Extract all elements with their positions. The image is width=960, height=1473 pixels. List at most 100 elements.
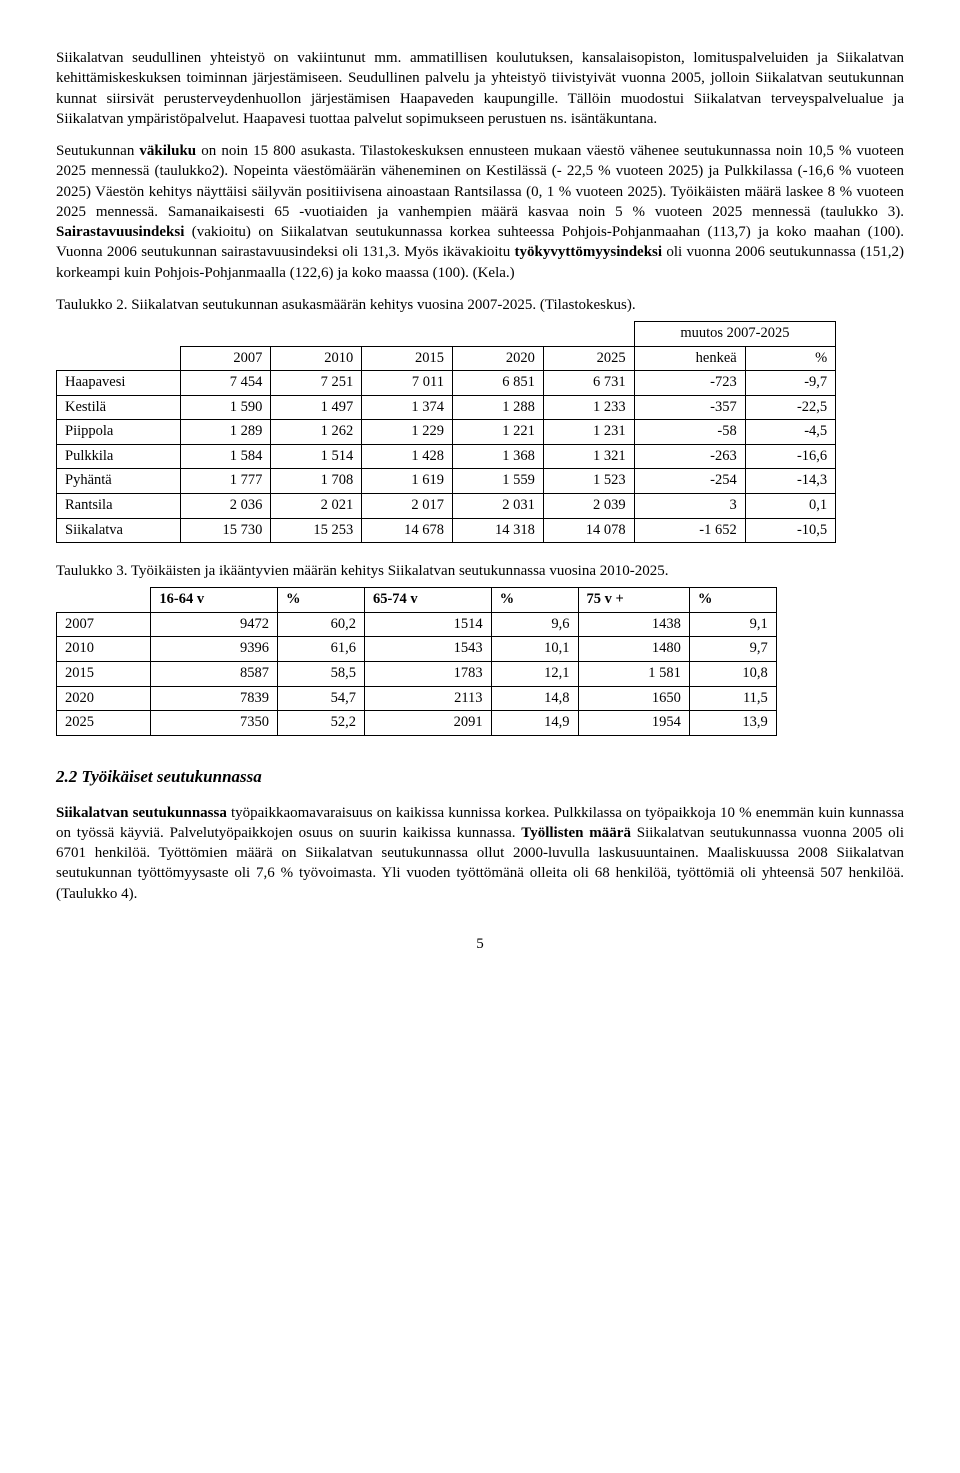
table2-col-2007: 2007 [180,346,271,371]
table2-cell: 15 253 [271,518,362,543]
table2-cell: 1 777 [180,469,271,494]
table2-cell: -254 [634,469,745,494]
table3-cell: 13,9 [689,711,776,736]
table2-cell: 1 514 [271,444,362,469]
table2-cell: -22,5 [745,395,835,420]
table3-year: 2025 [57,711,151,736]
table2-cell: 2 021 [271,493,362,518]
table2-cell: -58 [634,420,745,445]
table3-cell: 9,7 [689,637,776,662]
table2-cell: -723 [634,371,745,396]
table3-header: % [689,588,776,613]
p3-b2: Työllisten määrä [521,825,631,841]
table3-cell: 14,8 [491,686,578,711]
table3-cell: 9,1 [689,612,776,637]
table2-cell: -9,7 [745,371,835,396]
table2-rowname: Rantsila [57,493,181,518]
table2-cell: 1 368 [453,444,544,469]
table3-cell: 1514 [364,612,491,637]
p2-a1: Seutukunnan [56,143,139,159]
table2-cell: 1 584 [180,444,271,469]
table3-cell: 8587 [151,662,278,687]
table2-rowname: Piippola [57,420,181,445]
table-3-agegroups: 16-64 v%65-74 v%75 v +%2007947260,215149… [56,587,777,735]
table3-cell: 60,2 [278,612,365,637]
table2-cell: -263 [634,444,745,469]
table2-cell: -357 [634,395,745,420]
table3-cell: 14,9 [491,711,578,736]
table2-cell: -16,6 [745,444,835,469]
table3-year: 2020 [57,686,151,711]
table2-cell: 1 289 [180,420,271,445]
table2-col-henkeä: henkeä [634,346,745,371]
table2-cell: 1 590 [180,395,271,420]
table2-rowname: Haapavesi [57,371,181,396]
section-2-2-paragraph: Siikalatvan seutukunnassa työpaikkaomava… [56,803,904,904]
table2-cell: 1 428 [362,444,453,469]
table2-cell: 3 [634,493,745,518]
table3-caption: Taulukko 3. Työikäisten ja ikääntyvien m… [56,561,904,581]
table2-cell: 1 262 [271,420,362,445]
table2-cell: 14 318 [453,518,544,543]
table3-cell: 1954 [578,711,689,736]
table3-cell: 9472 [151,612,278,637]
table3-cell: 2113 [364,686,491,711]
table2-col-2025: 2025 [543,346,634,371]
p3-b1: Siikalatvan seutukunnassa [56,805,227,821]
table2-rowname: Siikalatva [57,518,181,543]
table2-cell: 14 078 [543,518,634,543]
table3-cell: 7839 [151,686,278,711]
table3-cell: 9,6 [491,612,578,637]
table2-cell: -14,3 [745,469,835,494]
table2-corner [57,346,181,371]
table2-cell: 7 454 [180,371,271,396]
table3-header: 16-64 v [151,588,278,613]
table2-col-2015: 2015 [362,346,453,371]
table3-header: 65-74 v [364,588,491,613]
table3-cell: 1650 [578,686,689,711]
table2-cell: 6 731 [543,371,634,396]
table3-year: 2007 [57,612,151,637]
table2-cell: 0,1 [745,493,835,518]
intro-paragraph-1: Siikalatvan seudullinen yhteistyö on vak… [56,48,904,129]
table2-caption: Taulukko 2. Siikalatvan seutukunnan asuk… [56,295,904,315]
table3-cell: 58,5 [278,662,365,687]
table2-cell: 15 730 [180,518,271,543]
table3-year: 2015 [57,662,151,687]
table2-cell: -10,5 [745,518,835,543]
table2-col-%: % [745,346,835,371]
table3-cell: 61,6 [278,637,365,662]
table2-cell: 1 221 [453,420,544,445]
table2-cell: 1 374 [362,395,453,420]
table2-group-header: muutos 2007-2025 [634,322,836,347]
page-number: 5 [56,934,904,954]
table3-header: % [491,588,578,613]
table2-rowname: Kestilä [57,395,181,420]
table3-year: 2010 [57,637,151,662]
table2-rowname: Pulkkila [57,444,181,469]
table2-cell: 2 017 [362,493,453,518]
table3-cell: 1543 [364,637,491,662]
table3-header: 75 v + [578,588,689,613]
table-2-population: muutos 2007-202520072010201520202025henk… [56,321,836,543]
table2-cell: 1 321 [543,444,634,469]
table2-cell: 2 031 [453,493,544,518]
table3-cell: 1438 [578,612,689,637]
table2-spacer [57,322,635,347]
table2-cell: 1 288 [453,395,544,420]
table3-header: % [278,588,365,613]
table3-cell: 1480 [578,637,689,662]
section-2-2-heading: 2.2 Työikäiset seutukunnassa [56,766,904,789]
table2-cell: 7 011 [362,371,453,396]
table3-cell: 2091 [364,711,491,736]
table2-cell: 14 678 [362,518,453,543]
table2-rowname: Pyhäntä [57,469,181,494]
table3-cell: 10,1 [491,637,578,662]
table2-cell: 1 231 [543,420,634,445]
table2-cell: 1 233 [543,395,634,420]
table3-cell: 9396 [151,637,278,662]
table2-cell: 1 229 [362,420,453,445]
p2-b2: Sairastavuusindeksi [56,224,184,240]
intro-paragraph-2: Seutukunnan väkiluku on noin 15 800 asuk… [56,141,904,283]
table3-cell: 52,2 [278,711,365,736]
